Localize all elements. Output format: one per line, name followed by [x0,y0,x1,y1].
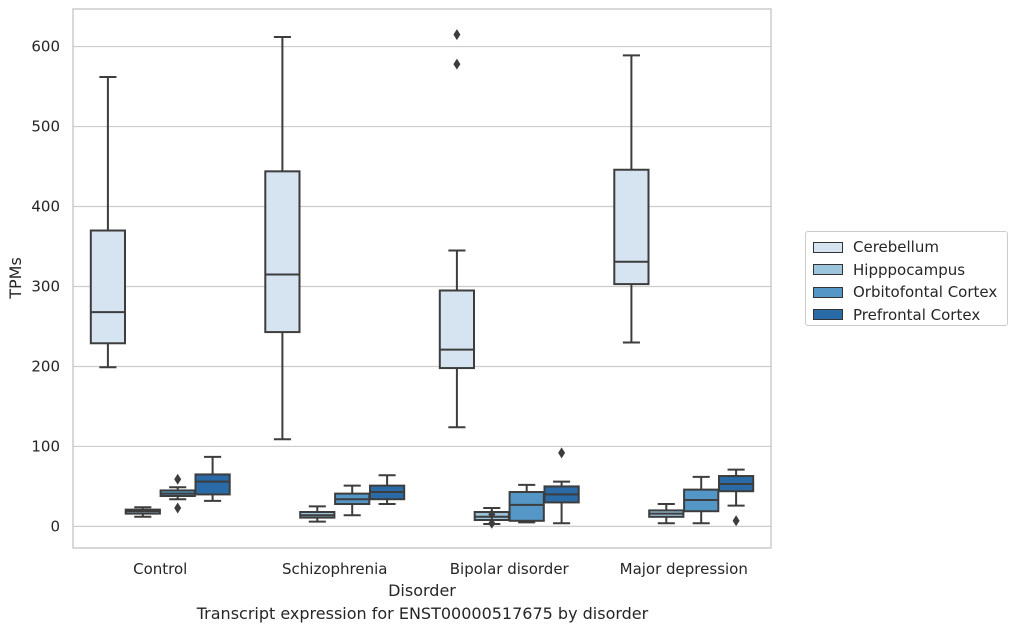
legend-label: Prefrontal Cortex [853,305,981,324]
box-prefrontal-cortex [368,474,406,506]
box-orbitofontal-cortex [683,475,720,525]
box-prefrontal-cortex [717,468,755,527]
box-cerebellum [264,35,301,441]
box-prefrontal-cortex [194,455,231,502]
box-hipppocampus [473,507,510,529]
box-body [194,473,231,496]
box-prefrontal-cortex [543,447,580,525]
outlier-point [732,515,740,527]
y-tick-label: 300 [31,277,60,295]
legend-item: Orbitofontal Cortex [813,281,1007,304]
x-tick-label: Major depression [620,560,748,578]
y-tick-label: 0 [50,517,60,535]
box-cerebellum [89,75,127,369]
y-tick-label: 600 [31,38,60,56]
x-axis-label: Disorder [388,581,456,600]
x-tick-label: Schizophrenia [282,560,387,578]
y-axis-label: TPMs [6,257,25,300]
box-orbitofontal-cortex [508,483,545,524]
x-tick-labels: Control Schizophrenia Bipolar disorder Majo… [133,560,748,578]
outlier-point [558,447,566,459]
box-hipppocampus [299,505,336,523]
legend-item: Hipppocampus [813,259,1007,282]
x-tick-label: Control [133,560,187,578]
plot-frame [72,8,772,549]
box-body [613,168,650,286]
box-cerebellum [613,54,650,344]
legend: Cerebellum Hipppocampus Orbitofontal Corte… [805,231,1008,326]
y-tick-label: 500 [31,118,60,136]
legend-swatch [813,264,843,276]
y-tick-label: 100 [31,437,60,455]
outlier-point [174,473,182,485]
y-tick-label: 400 [31,198,60,216]
legend-label: Cerebellum [853,238,939,257]
box-orbitofontal-cortex [334,484,371,517]
legend-swatch [813,241,843,253]
box-body [264,170,301,334]
legend-label: Hipppocampus [853,260,966,279]
plot-border [72,8,772,549]
outlier-point [174,502,182,514]
legend-swatch [813,286,843,298]
chart-caption: Transcript expression for ENST0000051767… [196,604,649,623]
y-tick-label: 200 [31,357,60,375]
box-body [508,491,545,522]
box-cerebellum [438,29,476,429]
y-tick-labels: 0 100 200 300 400 500 600 [31,38,60,536]
legend-item: Cerebellum [813,236,1007,259]
grid-lines [73,45,771,528]
outlier-point [453,29,461,41]
box-hipppocampus [648,503,685,525]
x-tick-label: Bipolar disorder [450,560,570,578]
box-hipppocampus [124,506,161,518]
outlier-point [488,508,496,520]
legend-label: Orbitofontal Cortex [853,283,998,302]
box-orbitofontal-cortex [159,473,196,514]
outlier-point [453,58,461,70]
legend-swatch [813,309,843,321]
legend-item: Prefrontal Cortex [813,304,1007,327]
box-body [438,289,476,370]
box-body [89,229,127,345]
box-series-layer [89,29,755,529]
outlier-point [488,517,496,529]
